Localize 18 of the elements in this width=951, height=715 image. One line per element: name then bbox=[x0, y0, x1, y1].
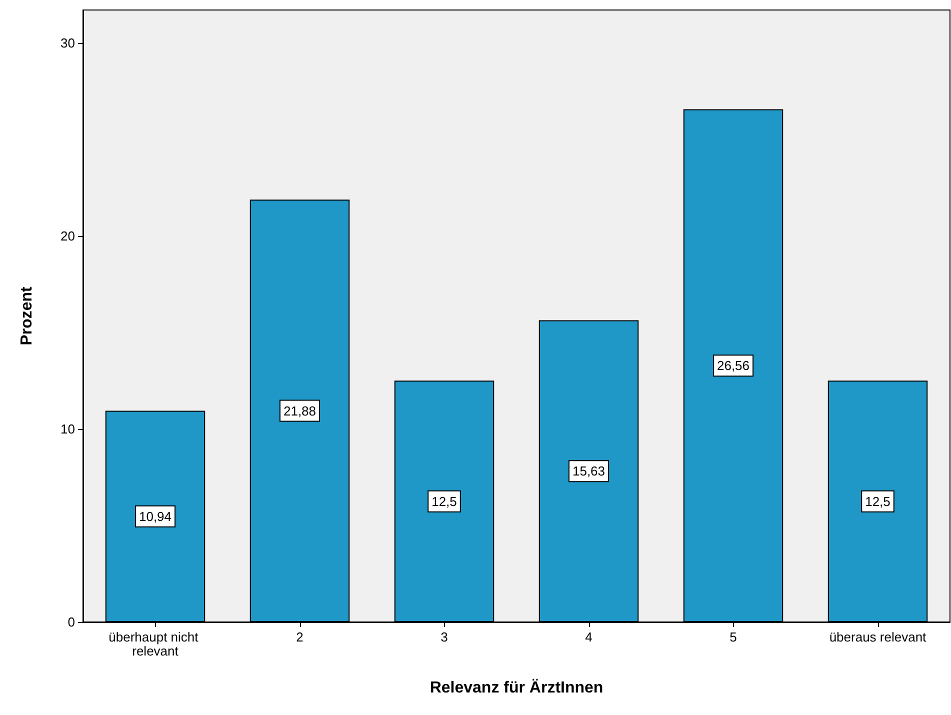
y-tick-label: 10 bbox=[60, 421, 75, 436]
data-label: 15,63 bbox=[572, 464, 606, 479]
x-tick-label: überhaupt nicht relevant bbox=[108, 630, 202, 658]
data-label: 26,56 bbox=[716, 358, 750, 374]
data-label: 10,94 bbox=[138, 508, 172, 524]
x-tick-label: überaus relevant bbox=[829, 630, 927, 644]
y-tick-label: 30 bbox=[60, 35, 75, 50]
x-tick-label: 5 bbox=[730, 630, 737, 644]
data-label: 21,88 bbox=[283, 403, 316, 418]
x-tick-label: 3 bbox=[440, 630, 448, 644]
x-tick-label: 2 bbox=[296, 630, 304, 644]
data-label: 12,5 bbox=[432, 494, 457, 509]
data-label: 12,5 bbox=[865, 494, 890, 509]
y-tick-label: 20 bbox=[60, 228, 75, 244]
x-axis-title: Relevanz für ÄrztInnen bbox=[430, 678, 604, 696]
y-axis-title: Prozent bbox=[18, 286, 36, 346]
y-tick-label: 0 bbox=[68, 614, 75, 630]
x-tick-label: 4 bbox=[585, 630, 592, 644]
